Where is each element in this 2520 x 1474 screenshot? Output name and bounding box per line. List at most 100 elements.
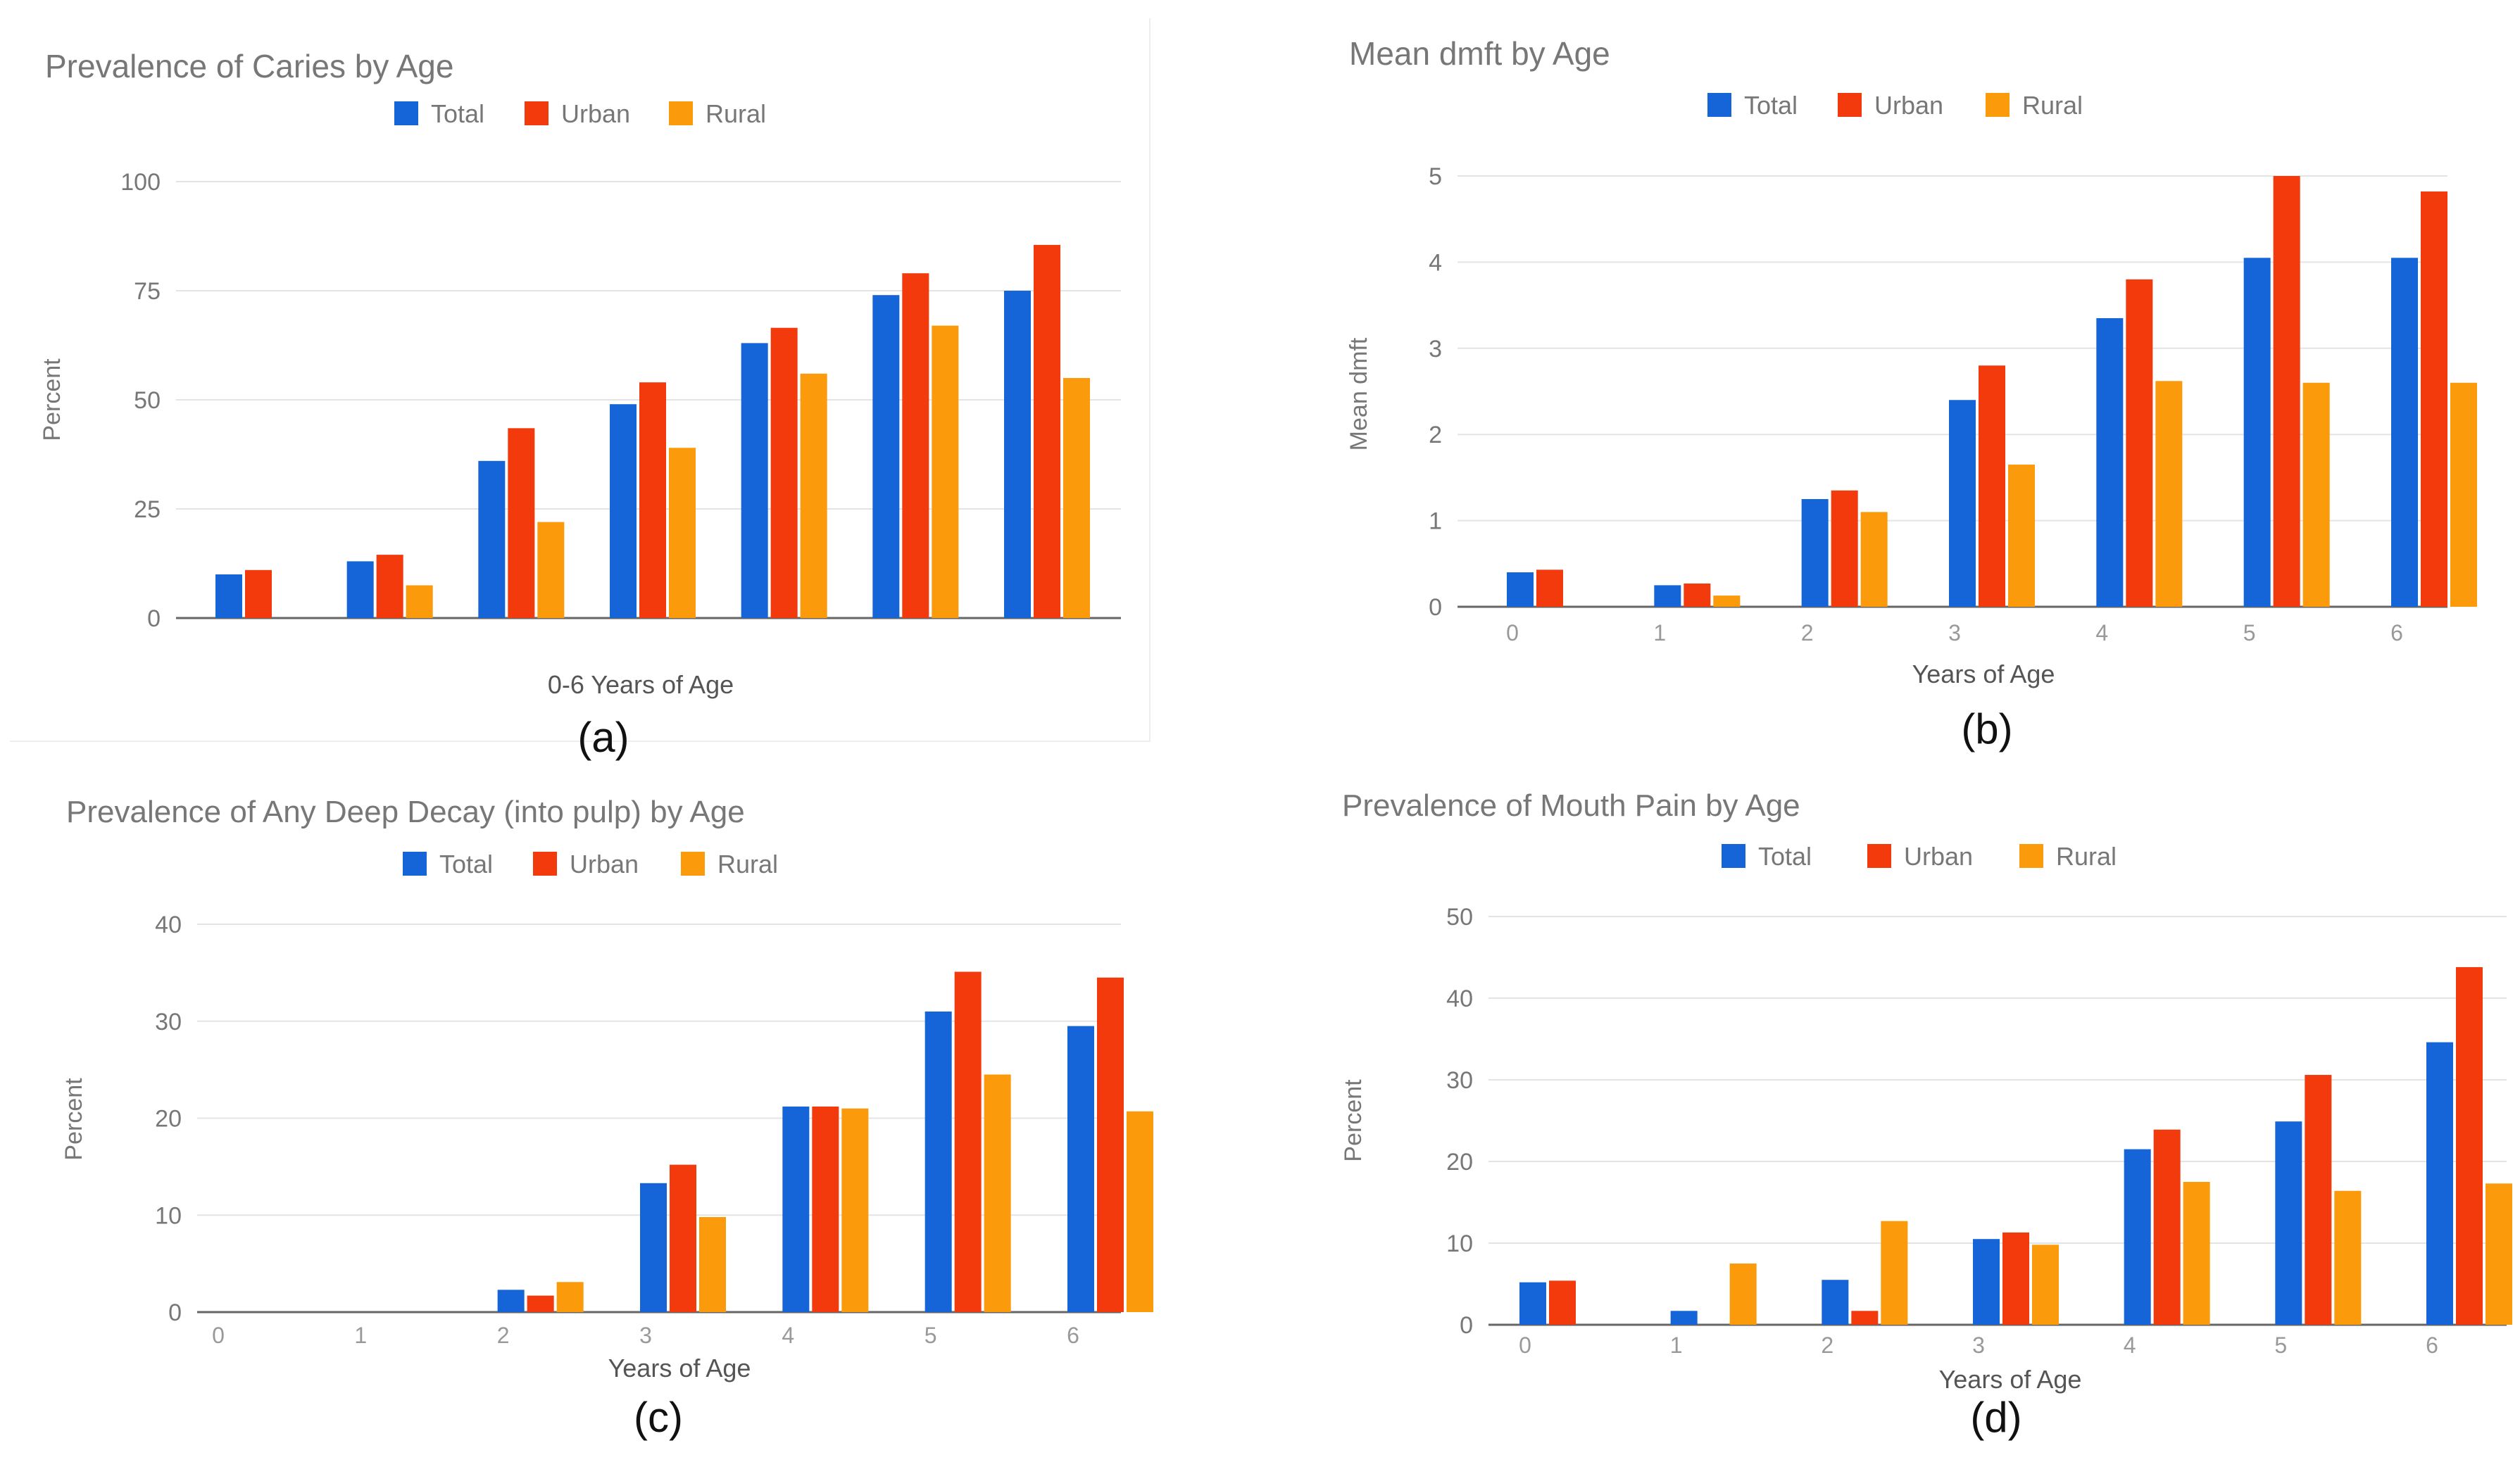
bar-total-age-2 (497, 1290, 525, 1312)
x-axis-label: 0-6 Years of Age (548, 670, 734, 699)
bar-total-age-5 (872, 295, 900, 618)
bar-total-age-1 (1670, 1311, 1698, 1325)
bar-urban-age-3 (670, 1164, 696, 1312)
bar-rural-age-4 (2155, 381, 2183, 607)
y-tick-label: 10 (1446, 1230, 1473, 1257)
legend-swatch-urban (533, 852, 557, 876)
x-tick-label: 0 (212, 1323, 225, 1348)
bar-urban-age-3 (1979, 365, 2005, 607)
bar-urban-age-2 (527, 1295, 554, 1312)
legend-swatch-urban (1867, 844, 1891, 868)
x-tick-label: 5 (2243, 620, 2256, 645)
bar-total-age-6 (2426, 1042, 2453, 1325)
x-axis-label: Years of Age (1939, 1365, 2082, 1394)
bar-rural-age-2 (556, 1282, 584, 1312)
bar-total-age-3 (610, 404, 637, 618)
x-tick-label: 4 (2124, 1333, 2136, 1358)
bar-rural-age-1 (1729, 1264, 1757, 1325)
bar-total-age-2 (1801, 499, 1829, 607)
x-tick-label: 1 (1653, 620, 1666, 645)
chart-title: Prevalence of Caries by Age (45, 48, 453, 84)
bar-total-age-2 (1822, 1280, 1849, 1325)
legend-label-total: Total (1758, 842, 1812, 871)
bar-rural-age-4 (2183, 1182, 2210, 1325)
legend-swatch-total (1707, 93, 1731, 117)
bar-urban-age-0 (1536, 569, 1563, 607)
bar-urban-age-6 (2421, 191, 2447, 607)
y-axis-label: Percent (39, 358, 65, 441)
y-tick-label: 3 (1429, 336, 1442, 363)
legend-label-urban: Urban (1874, 91, 1943, 120)
x-tick-label: 5 (2274, 1333, 2287, 1358)
legend-label-rural: Rural (2022, 91, 2083, 120)
x-tick-label: 2 (497, 1323, 510, 1348)
bar-urban-age-6 (1097, 977, 1124, 1312)
chart-panel-b: Mean dmft by Age Total Urban Rural 5 4 3 2 1 0 0 1 2… (1346, 35, 2477, 752)
bar-rural-age-2 (537, 522, 565, 618)
x-tick-label: 2 (1821, 1333, 1833, 1358)
x-tick-label: 3 (639, 1323, 652, 1348)
x-tick-label: 4 (2095, 620, 2108, 645)
legend-swatch-rural (2019, 844, 2043, 868)
bar-total-age-5 (2243, 258, 2271, 607)
bar-total-age-3 (1973, 1239, 2000, 1325)
legend-label-urban: Urban (570, 850, 639, 878)
y-tick-label: 0 (1429, 594, 1442, 621)
bar-urban-age-6 (2456, 966, 2483, 1325)
y-tick-label: 40 (1446, 985, 1473, 1012)
y-tick-label: 30 (1446, 1067, 1473, 1094)
bar-total-age-3 (640, 1183, 667, 1312)
chart-panel-d: Prevalence of Mouth Pain by Age Total Urba… (1340, 788, 2512, 1441)
y-axis-label: Percent (1340, 1079, 1367, 1162)
bar-urban-age-3 (639, 382, 666, 618)
bar-rural-age-5 (2302, 382, 2330, 607)
bar-rural-age-5 (2334, 1190, 2362, 1325)
y-tick-label: 20 (155, 1106, 182, 1133)
bar-rural-age-1 (406, 585, 433, 618)
bar-rural-age-3 (2008, 465, 2035, 607)
x-axis-label: Years of Age (608, 1354, 751, 1382)
panel-caption: (c) (634, 1394, 683, 1441)
bar-rural-age-5 (932, 325, 959, 618)
bar-rural-age-4 (841, 1108, 869, 1312)
bar-urban-age-6 (1034, 244, 1060, 618)
bar-urban-age-5 (902, 273, 929, 618)
y-tick-label: 2 (1429, 422, 1442, 448)
y-tick-label: 100 (120, 169, 161, 196)
bar-urban-age-4 (2153, 1129, 2181, 1325)
legend-swatch-urban (525, 101, 548, 125)
legend-swatch-urban (1838, 93, 1862, 117)
bar-total-age-1 (1654, 585, 1681, 607)
bar-rural-age-6 (1063, 378, 1090, 618)
bar-urban-age-3 (2002, 1232, 2029, 1325)
bar-total-age-5 (924, 1011, 952, 1312)
legend-label-total: Total (431, 99, 484, 128)
bar-rural-age-3 (669, 448, 696, 618)
x-tick-label: 4 (782, 1323, 794, 1348)
legend-label-total: Total (1744, 91, 1798, 120)
chart-title: Prevalence of Any Deep Decay (into pulp)… (66, 795, 745, 829)
x-tick-label: 0 (1506, 620, 1519, 645)
legend-swatch-total (1722, 844, 1745, 868)
bar-total-age-6 (1004, 291, 1031, 618)
bar-total-age-0 (215, 574, 242, 618)
y-tick-label: 5 (1429, 163, 1442, 190)
bar-urban-age-4 (770, 327, 798, 618)
bar-total-age-6 (2391, 258, 2418, 607)
legend-swatch-rural (681, 852, 705, 876)
x-tick-label: 6 (2390, 620, 2403, 645)
bar-total-age-1 (346, 561, 374, 618)
bar-rural-age-1 (1713, 596, 1741, 607)
y-tick-label: 10 (155, 1202, 182, 1229)
y-tick-label: 50 (134, 387, 161, 414)
y-tick-label: 4 (1429, 249, 1442, 276)
bar-total-age-6 (1067, 1026, 1094, 1312)
y-tick-label: 1 (1429, 508, 1442, 535)
bar-total-age-0 (1507, 572, 1534, 607)
legend-label-rural: Rural (717, 850, 778, 878)
x-tick-label: 1 (1670, 1333, 1683, 1358)
y-tick-label: 50 (1446, 904, 1473, 931)
panel-caption: (d) (1970, 1394, 2021, 1441)
bar-total-age-5 (2275, 1121, 2302, 1325)
